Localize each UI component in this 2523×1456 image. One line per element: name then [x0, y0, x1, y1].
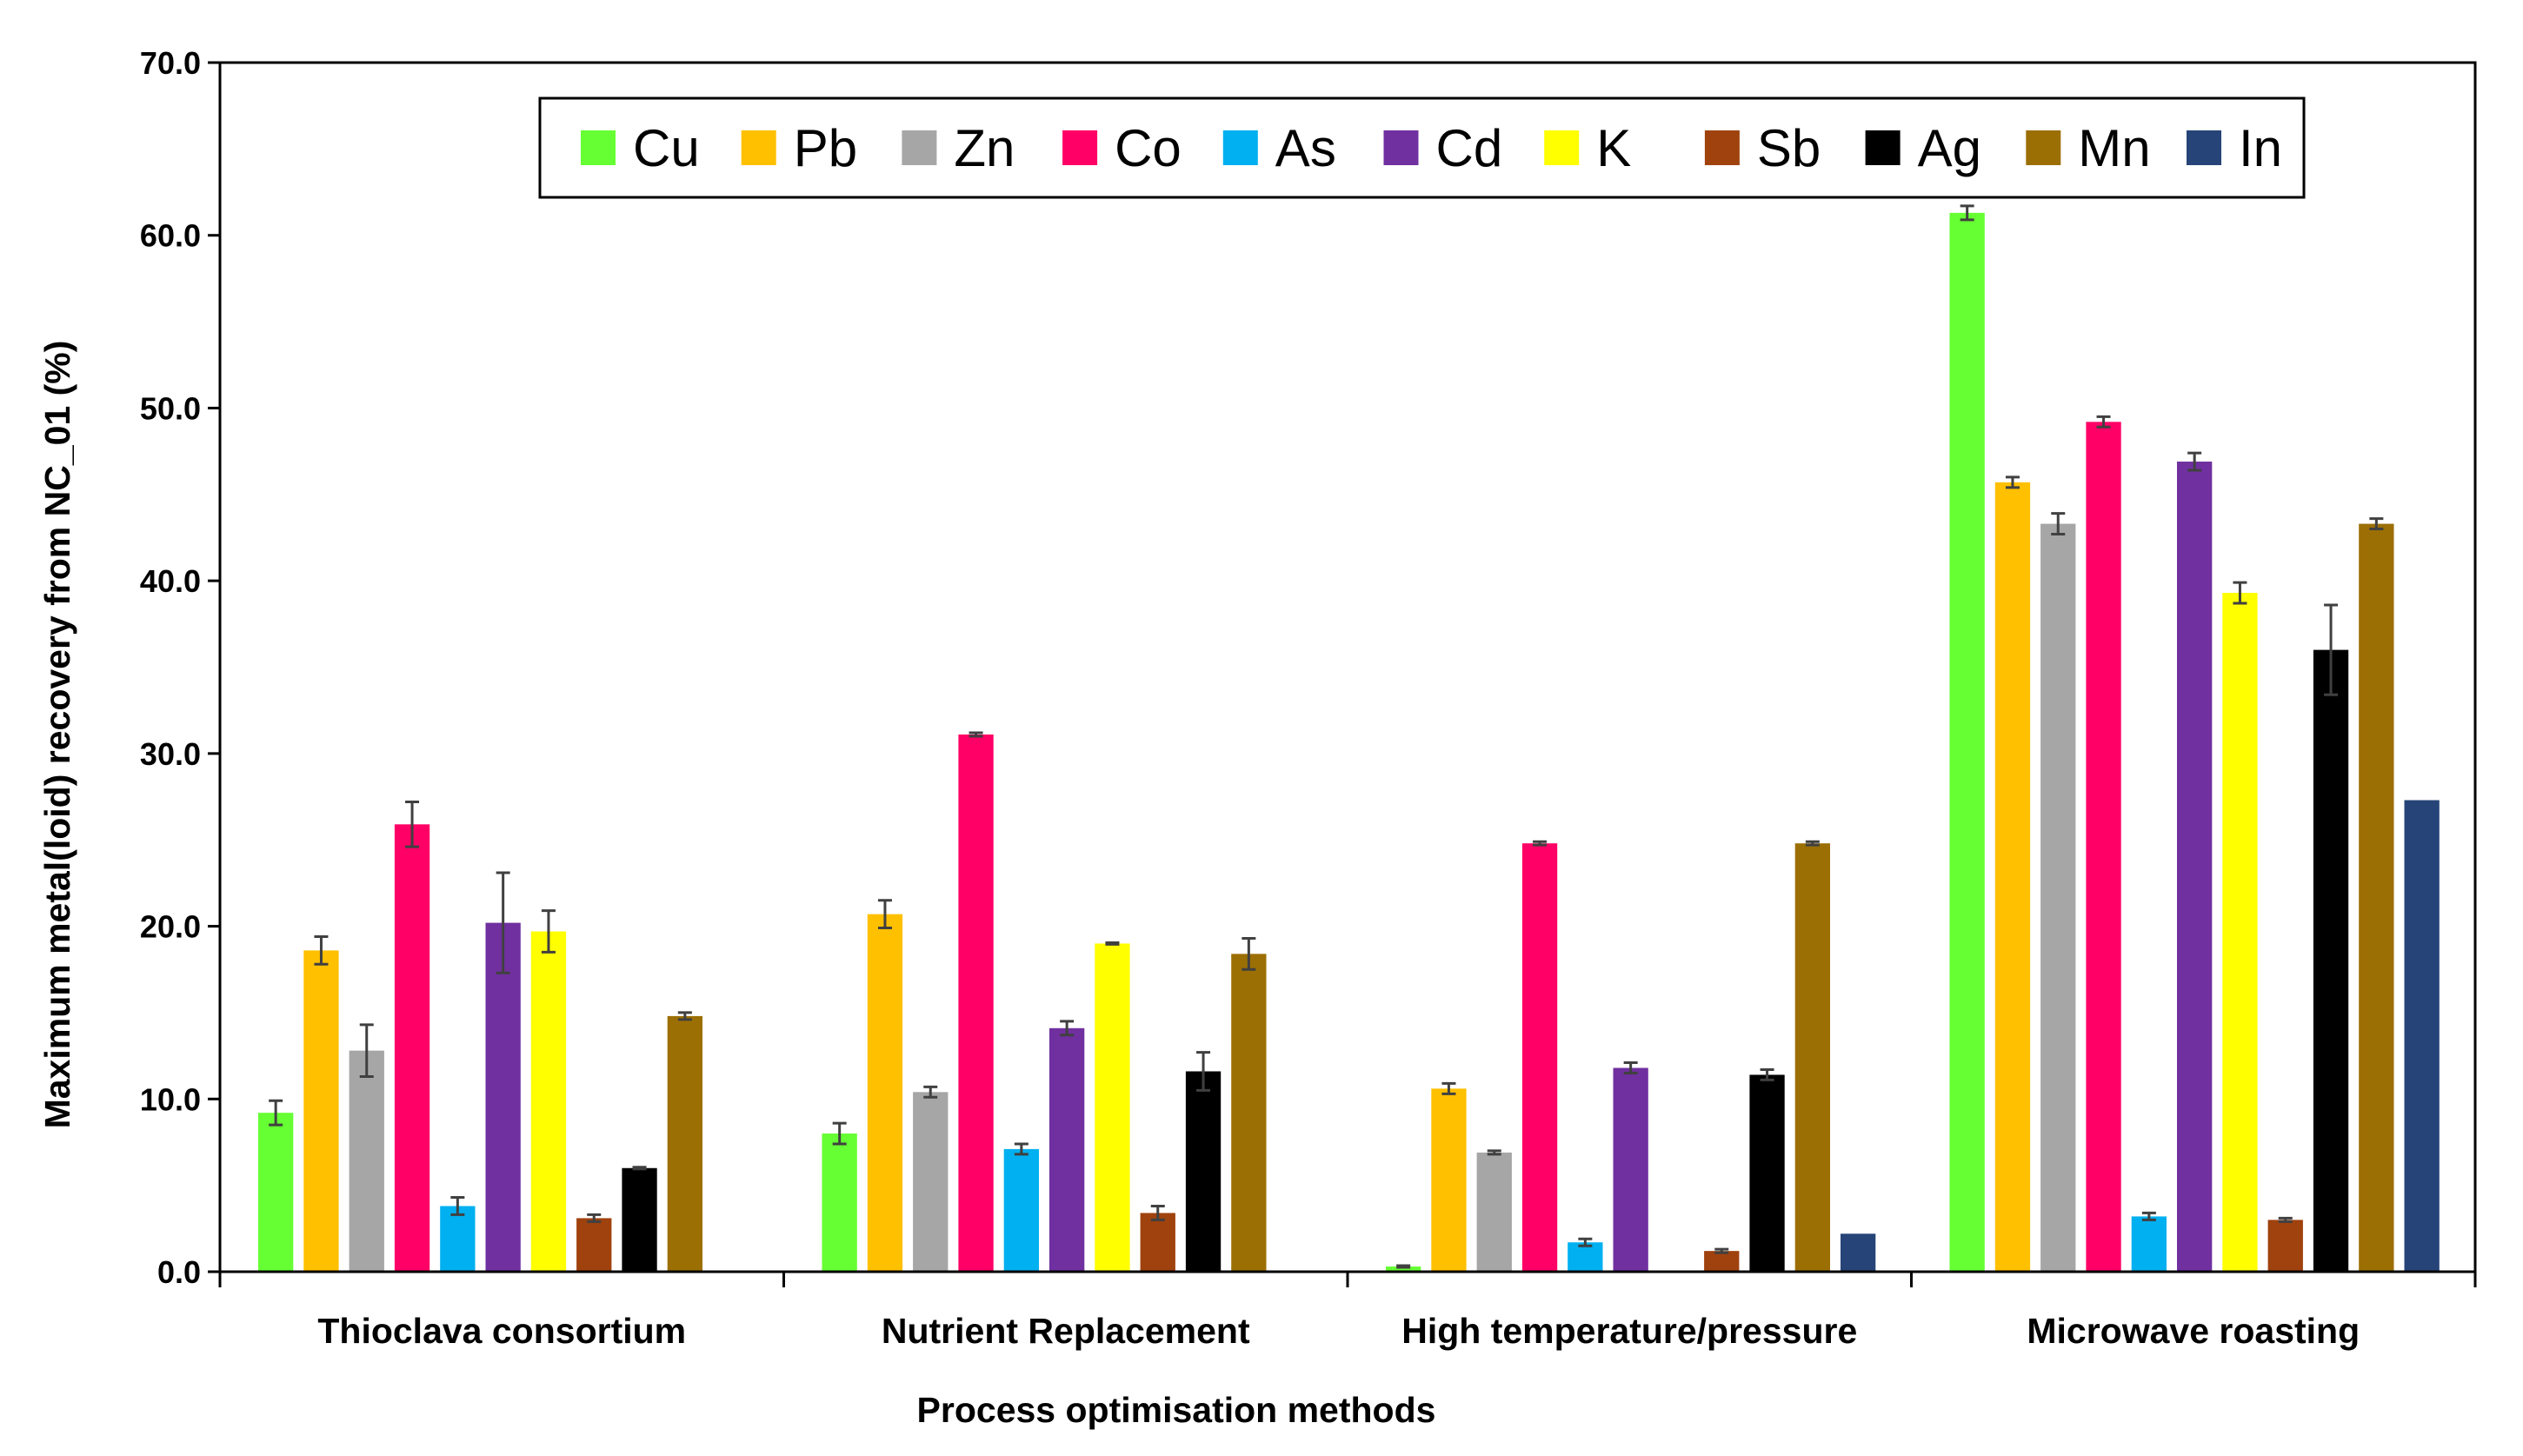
- bar-sb-thioclava-consortium: [576, 1218, 612, 1272]
- bar-k-microwave-roasting: [2222, 593, 2258, 1272]
- legend-swatch-k: [1544, 130, 1580, 165]
- bar-zn-nutrient-replacement: [913, 1092, 949, 1272]
- bars-layer: [258, 204, 2440, 1273]
- y-ticks: 0.0 10.0 20.0 30.0 40.0 50.0 60.0 70.0: [140, 45, 220, 1290]
- bar-pb-high-temperature-pressure: [1431, 1088, 1467, 1272]
- legend-swatch-cd: [1383, 130, 1419, 165]
- bar-cu-thioclava-consortium: [258, 1113, 294, 1272]
- bar-cd-high-temperature-pressure: [1613, 1067, 1648, 1272]
- bar-mn-microwave-roasting: [2359, 523, 2394, 1272]
- x-category-label-thioclava-consortium: Thioclava consortium: [317, 1311, 686, 1351]
- legend-label-pb: Pb: [794, 119, 857, 177]
- axis-layer: [218, 1270, 2477, 1287]
- legend-label-ag: Ag: [1918, 119, 1981, 177]
- legend: Cu Pb Zn Co As Cd K Sb Ag Mn In: [538, 96, 2306, 199]
- y-tick-label: 50.0: [140, 390, 201, 426]
- y-tick-label: 60.0: [140, 218, 201, 254]
- bar-as-thioclava-consortium: [440, 1206, 476, 1272]
- y-tick-label: 0.0: [157, 1254, 201, 1290]
- y-tick-label: 70.0: [140, 45, 201, 81]
- x-category-label-nutrient-replacement: Nutrient Replacement: [882, 1311, 1250, 1351]
- legend-swatch-pb: [741, 130, 776, 165]
- legend-label-in: In: [2239, 119, 2282, 177]
- bar-pb-thioclava-consortium: [303, 950, 339, 1272]
- legend-label-cu: Cu: [633, 119, 700, 177]
- legend-swatch-in: [2187, 130, 2221, 165]
- bar-in-microwave-roasting: [2404, 800, 2440, 1272]
- bar-co-microwave-roasting: [2086, 422, 2121, 1273]
- bar-cd-microwave-roasting: [2177, 462, 2213, 1272]
- legend-box: [538, 96, 2306, 199]
- legend-swatch-as: [1222, 130, 1258, 165]
- bar-co-nutrient-replacement: [958, 734, 994, 1272]
- bar-as-high-temperature-pressure: [1568, 1242, 1603, 1272]
- legend-label-zn: Zn: [954, 119, 1015, 177]
- y-tick-label: 30.0: [140, 736, 201, 772]
- legend-swatch-co: [1062, 130, 1098, 165]
- legend-label-sb: Sb: [1757, 119, 1821, 177]
- y-tick-label: 20.0: [140, 909, 201, 945]
- bar-pb-microwave-roasting: [1994, 482, 2031, 1272]
- bar-zn-high-temperature-pressure: [1476, 1152, 1512, 1272]
- bar-as-microwave-roasting: [2131, 1216, 2167, 1272]
- bar-co-thioclava-consortium: [394, 824, 430, 1272]
- bar-cu-microwave-roasting: [1949, 212, 1985, 1272]
- legend-swatch-cu: [581, 130, 616, 165]
- bar-cu-nutrient-replacement: [822, 1134, 857, 1272]
- bar-sb-high-temperature-pressure: [1704, 1251, 1740, 1272]
- y-tick-label: 40.0: [140, 563, 201, 599]
- bar-mn-thioclava-consortium: [667, 1015, 702, 1272]
- bar-as-nutrient-replacement: [1003, 1148, 1039, 1272]
- bar-cd-nutrient-replacement: [1049, 1027, 1085, 1272]
- bar-zn-microwave-roasting: [2040, 523, 2076, 1272]
- x-category-labels: Thioclava consortium Nutrient Replacement…: [317, 1311, 2360, 1351]
- bar-co-high-temperature-pressure: [1521, 843, 1558, 1272]
- legend-label-cd: Cd: [1436, 119, 1503, 177]
- bar-cd-thioclava-consortium: [485, 922, 521, 1272]
- x-category-label-microwave-roasting: Microwave roasting: [2027, 1311, 2360, 1351]
- legend-swatch-sb: [1704, 130, 1740, 165]
- legend-swatch-ag: [1865, 130, 1901, 165]
- bar-pb-nutrient-replacement: [867, 914, 903, 1272]
- bar-k-nutrient-replacement: [1095, 943, 1130, 1272]
- legend-swatch-zn: [902, 130, 937, 165]
- bar-in-high-temperature-pressure: [1841, 1233, 1876, 1272]
- bar-sb-nutrient-replacement: [1140, 1213, 1175, 1272]
- bar-zn-thioclava-consortium: [349, 1050, 384, 1272]
- bar-ag-microwave-roasting: [2313, 649, 2349, 1272]
- bar-ag-thioclava-consortium: [622, 1167, 657, 1272]
- bar-sb-microwave-roasting: [2267, 1220, 2303, 1272]
- legend-label-co: Co: [1115, 119, 1182, 177]
- y-axis-title: Maximum metal(loid) recovery from NC_01 …: [37, 341, 77, 1129]
- x-axis-title: Process optimisation methods: [917, 1390, 1436, 1430]
- bar-mn-nutrient-replacement: [1231, 954, 1267, 1272]
- bar-k-thioclava-consortium: [530, 931, 567, 1272]
- legend-swatch-mn: [2026, 130, 2061, 165]
- legend-label-k: K: [1596, 119, 1631, 177]
- bar-ag-high-temperature-pressure: [1749, 1074, 1785, 1272]
- y-tick-label: 10.0: [140, 1081, 201, 1117]
- legend-label-mn: Mn: [2078, 119, 2150, 177]
- legend-label-as: As: [1275, 119, 1336, 177]
- bar-mn-high-temperature-pressure: [1794, 843, 1830, 1272]
- x-category-label-high-temperature-pressure: High temperature/pressure: [1401, 1311, 1857, 1351]
- bar-cu-high-temperature-pressure: [1386, 1267, 1421, 1272]
- bar-ag-nutrient-replacement: [1185, 1071, 1222, 1272]
